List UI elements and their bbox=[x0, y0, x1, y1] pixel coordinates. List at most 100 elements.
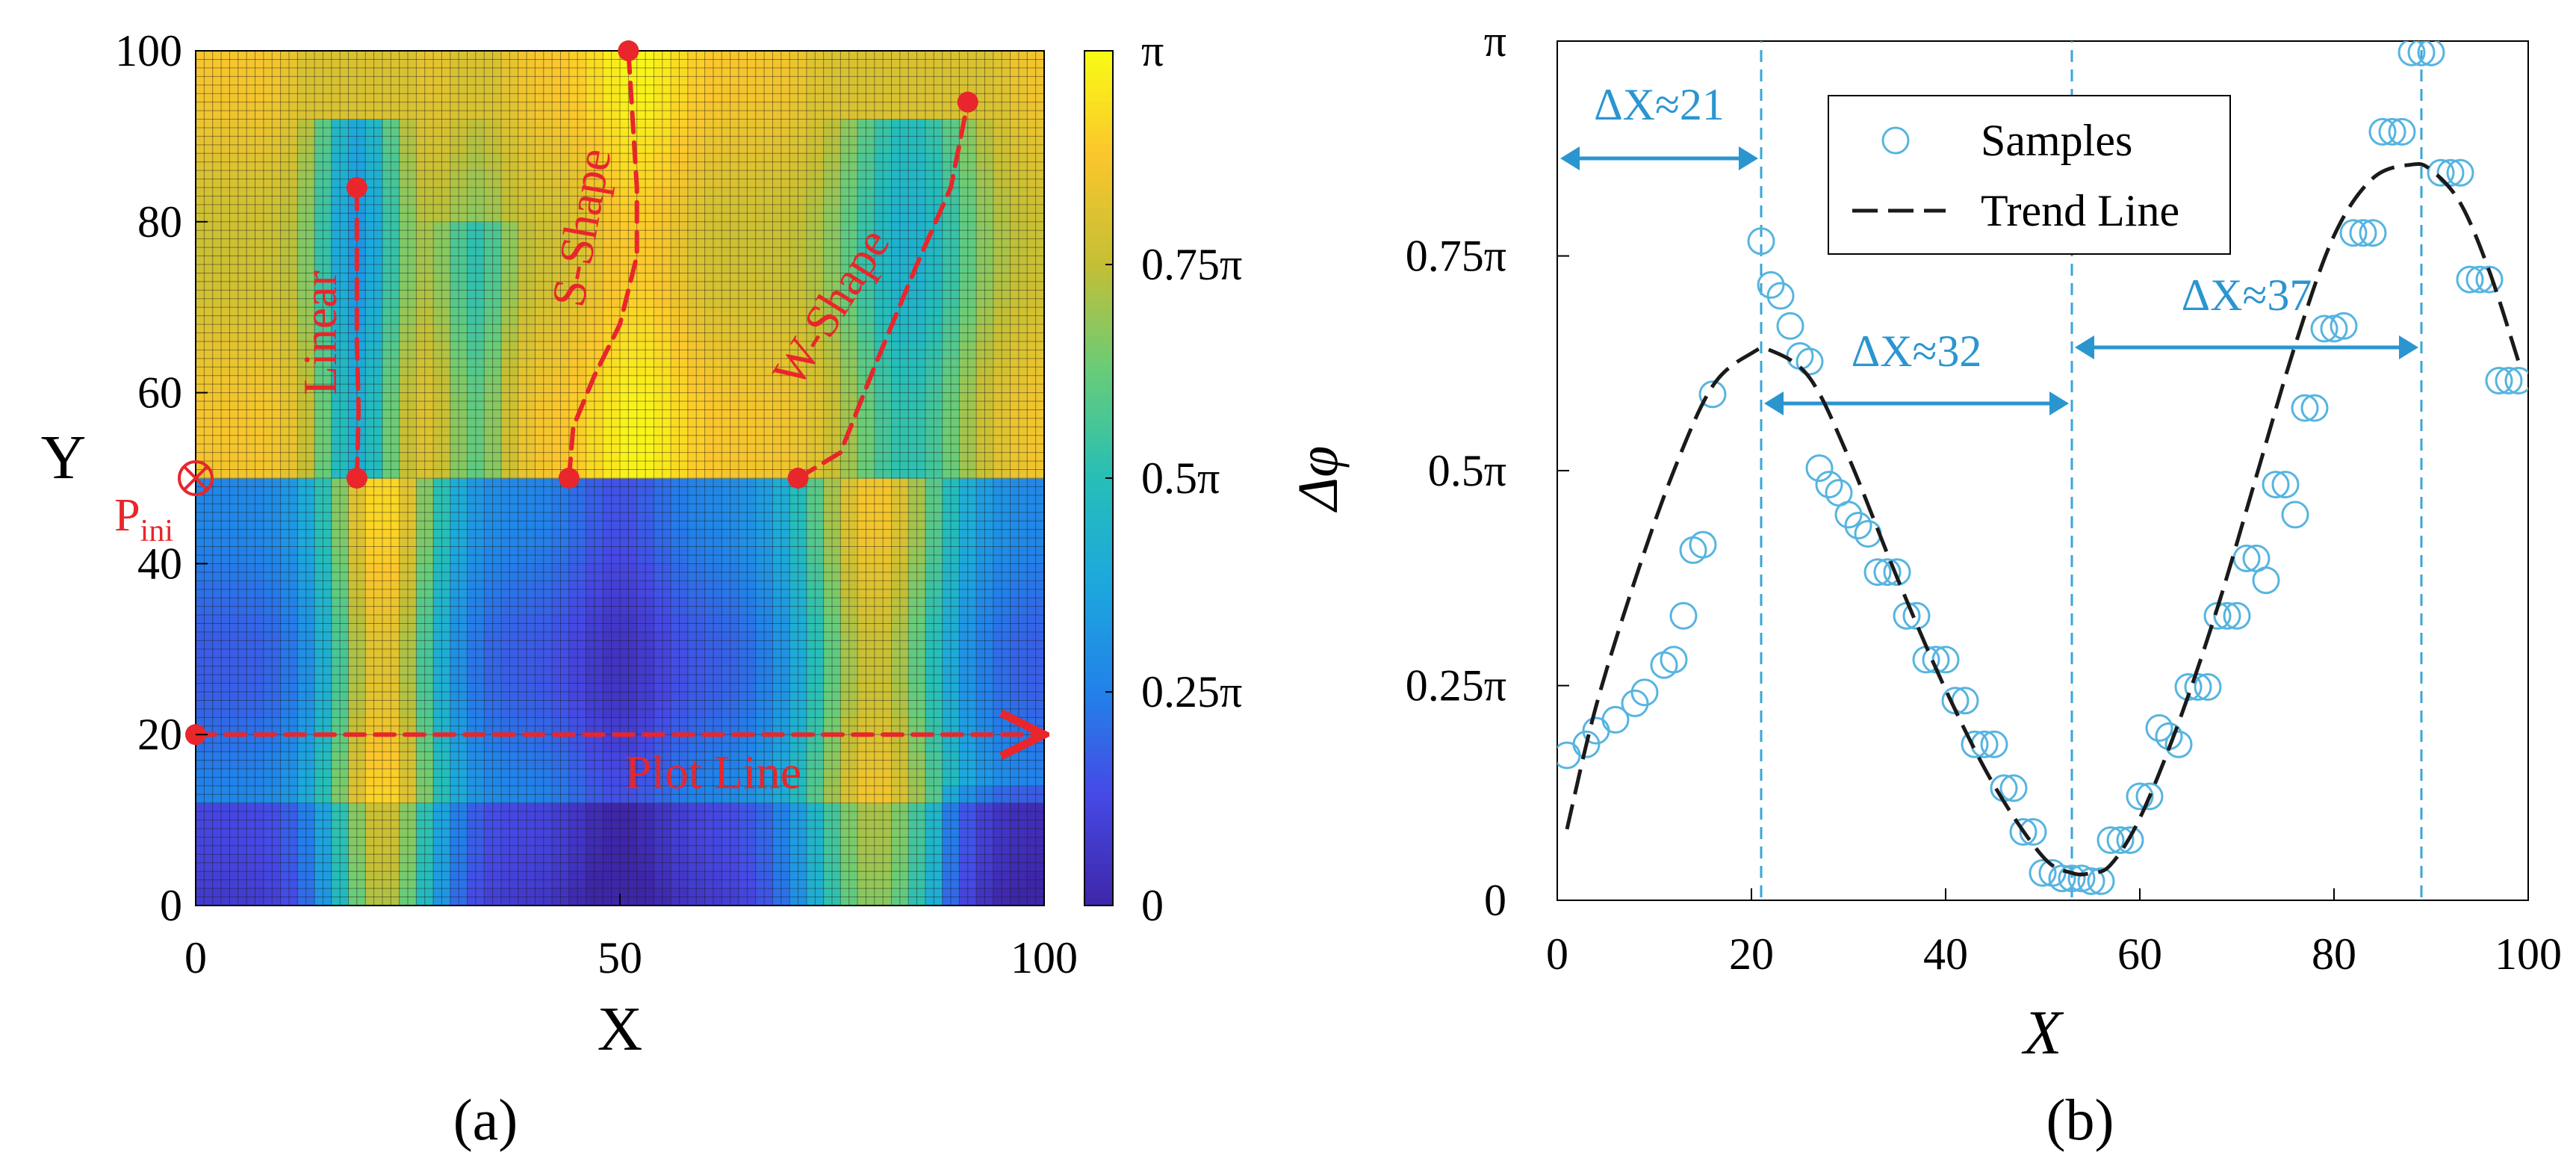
heatmap-cell bbox=[1027, 204, 1045, 223]
heatmap-cell bbox=[636, 461, 655, 479]
heatmap-cell bbox=[806, 221, 825, 240]
heatmap-cell bbox=[263, 204, 282, 223]
heatmap-cell bbox=[552, 512, 570, 530]
heatmap-cell bbox=[671, 871, 689, 889]
heatmap-cell bbox=[636, 888, 655, 906]
heatmap-cell bbox=[942, 51, 960, 69]
heatmap-cell bbox=[586, 854, 603, 872]
sample-point bbox=[2339, 219, 2368, 247]
heatmap-cell bbox=[568, 752, 587, 770]
heatmap-cell bbox=[500, 375, 519, 394]
heatmap-cell bbox=[789, 683, 807, 702]
heatmap-cell bbox=[467, 324, 485, 342]
heatmap-cell bbox=[823, 581, 841, 598]
heatmap-cell bbox=[568, 358, 587, 377]
sample-point bbox=[1863, 558, 1892, 586]
heatmap-cell bbox=[721, 170, 739, 188]
heatmap-cell bbox=[1010, 768, 1028, 787]
heatmap-cell bbox=[586, 273, 603, 291]
heatmap-cell bbox=[297, 768, 315, 787]
colorbar-segment bbox=[1084, 592, 1113, 600]
heatmap-cell bbox=[636, 375, 655, 394]
heatmap-cell bbox=[246, 119, 264, 137]
heatmap-cell bbox=[586, 444, 603, 462]
heatmap-cell bbox=[772, 153, 790, 171]
heatmap-cell bbox=[789, 717, 807, 735]
heatmap-cell bbox=[687, 888, 706, 906]
heatmap-cell bbox=[654, 563, 671, 581]
heatmap-cell bbox=[484, 666, 502, 684]
heatmap-cell bbox=[942, 427, 960, 445]
heatmap-cell bbox=[687, 51, 706, 69]
heatmap-cell bbox=[416, 649, 434, 667]
heatmap-cell bbox=[721, 153, 739, 171]
heatmap-cell bbox=[500, 615, 519, 633]
heatmap-cell bbox=[891, 188, 909, 205]
heatmap-cell bbox=[467, 649, 485, 667]
heatmap-cell bbox=[755, 615, 774, 633]
heatmap-cell bbox=[500, 529, 519, 548]
heatmap-cell bbox=[840, 512, 858, 530]
sample-point bbox=[2077, 867, 2105, 895]
heatmap-cell bbox=[739, 752, 757, 770]
heatmap-cell bbox=[1010, 324, 1028, 342]
heatmap-cell bbox=[433, 666, 451, 684]
heatmap-cell bbox=[450, 615, 468, 633]
heatmap-cell bbox=[603, 238, 621, 257]
heatmap-cell bbox=[365, 188, 383, 205]
heatmap-cell bbox=[993, 802, 1011, 821]
heatmap-cell bbox=[891, 427, 909, 445]
heatmap-cell bbox=[874, 170, 893, 188]
heatmap-cell bbox=[331, 512, 350, 530]
heatmap-cell bbox=[263, 666, 282, 684]
heatmap-cell bbox=[857, 546, 875, 564]
heatmap-cell bbox=[993, 51, 1011, 69]
heatmap-cell bbox=[500, 51, 519, 69]
heatmap-cell bbox=[687, 324, 706, 342]
heatmap-cell bbox=[620, 238, 638, 257]
heatmap-cell bbox=[908, 119, 926, 137]
colorbar-segment bbox=[1084, 820, 1113, 828]
heatmap-cell bbox=[365, 495, 383, 513]
heatmap-cell bbox=[229, 700, 247, 718]
heatmap-cell bbox=[959, 888, 977, 906]
heatmap-cell bbox=[654, 666, 671, 684]
heatmap-cell bbox=[467, 136, 485, 154]
heatmap-cell bbox=[552, 802, 570, 821]
heatmap-cell bbox=[416, 273, 434, 291]
heatmap-cell bbox=[704, 324, 722, 342]
heatmap-cell bbox=[246, 563, 264, 581]
heatmap-cell bbox=[433, 717, 451, 735]
heatmap-cell bbox=[535, 512, 553, 530]
heatmap-cell bbox=[246, 666, 264, 684]
heatmap-cell bbox=[280, 461, 298, 479]
heatmap-cell bbox=[857, 837, 875, 855]
heatmap-cell bbox=[263, 444, 282, 462]
heatmap-cell bbox=[620, 324, 638, 342]
heatmap-cell bbox=[484, 631, 502, 650]
heatmap-cell bbox=[1027, 307, 1045, 325]
colorbar-segment bbox=[1084, 186, 1113, 194]
heatmap-cell bbox=[721, 598, 739, 616]
heatmap-cell bbox=[399, 854, 417, 872]
x-tick-label: 100 bbox=[1011, 933, 1078, 982]
colorbar-segment bbox=[1084, 642, 1113, 650]
heatmap-cell bbox=[416, 290, 434, 308]
heatmap-cell bbox=[263, 649, 282, 667]
heatmap-cell bbox=[704, 188, 722, 205]
heatmap-cell bbox=[586, 820, 603, 838]
heatmap-cell bbox=[568, 785, 587, 804]
heatmap-cell bbox=[314, 512, 332, 530]
heatmap-cell bbox=[399, 136, 417, 154]
heatmap-cell bbox=[280, 273, 298, 291]
heatmap-cell bbox=[450, 392, 468, 411]
heatmap-cell bbox=[280, 170, 298, 188]
heatmap-cell bbox=[416, 409, 434, 427]
heatmap-cell bbox=[976, 358, 994, 377]
heatmap-cell bbox=[263, 188, 282, 205]
heatmap-cell bbox=[942, 752, 960, 770]
heatmap-cell bbox=[942, 290, 960, 308]
heatmap-cell bbox=[246, 256, 264, 274]
heatmap-cell bbox=[500, 136, 519, 154]
heatmap-cell bbox=[755, 820, 774, 838]
